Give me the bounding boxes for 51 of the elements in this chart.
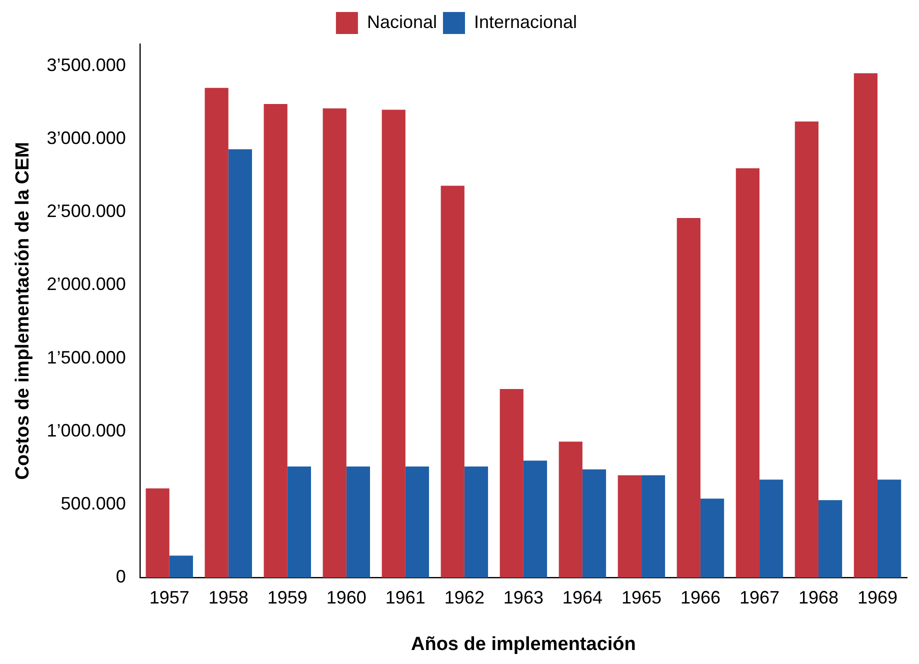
x-tick-label: 1962 [444,587,484,608]
y-tick-label: 1’000.000 [46,420,126,440]
x-axis-title: Años de implementación [411,634,636,655]
bar [759,480,784,578]
bar [204,88,228,578]
y-axis-title: Costos de implementación de la CEM [12,142,34,480]
x-tick-label: 1959 [267,587,308,608]
x-tick-label: 1965 [621,587,662,608]
y-tick-label: 0 [116,566,126,587]
bar [440,186,464,578]
bar [322,108,346,578]
x-tick-label: 1968 [798,587,839,608]
bar [676,218,700,578]
x-tick-label: 1957 [149,587,190,608]
x-tick-label: 1967 [739,587,780,608]
bar [287,466,312,578]
y-tick-label: 500.000 [60,493,126,514]
bar [877,480,902,578]
bar [558,442,582,578]
bar [146,488,170,578]
bar [794,121,818,578]
y-tick-label: 1’500.000 [46,347,126,368]
y-tick-label: 2’500.000 [46,201,126,222]
bar [582,469,606,578]
y-tick-label: 2’000.000 [46,274,126,294]
bar [405,466,430,578]
bar [346,466,370,578]
bar [264,104,288,578]
x-tick-label: 1960 [326,587,366,608]
bar [169,556,193,578]
bar [228,149,252,578]
bar [854,73,878,578]
legend-label: Internacional [474,12,578,32]
bar [818,500,842,578]
x-tick-label: 1966 [680,587,720,608]
bar [523,460,548,578]
bar [500,389,524,578]
bar [641,475,666,578]
bar [464,466,488,578]
legend-label: Nacional [366,12,437,32]
bar [700,498,724,578]
bar [618,475,642,578]
x-tick-label: 1961 [385,587,426,608]
x-tick-label: 1964 [562,587,602,608]
y-tick-label: 3’000.000 [46,128,126,148]
y-tick-label: 3’500.000 [46,54,126,75]
x-tick-label: 1963 [503,587,544,608]
x-tick-label: 1958 [208,587,248,608]
x-tick-label: 1969 [857,587,898,608]
bar [736,168,760,578]
bar [382,110,406,578]
